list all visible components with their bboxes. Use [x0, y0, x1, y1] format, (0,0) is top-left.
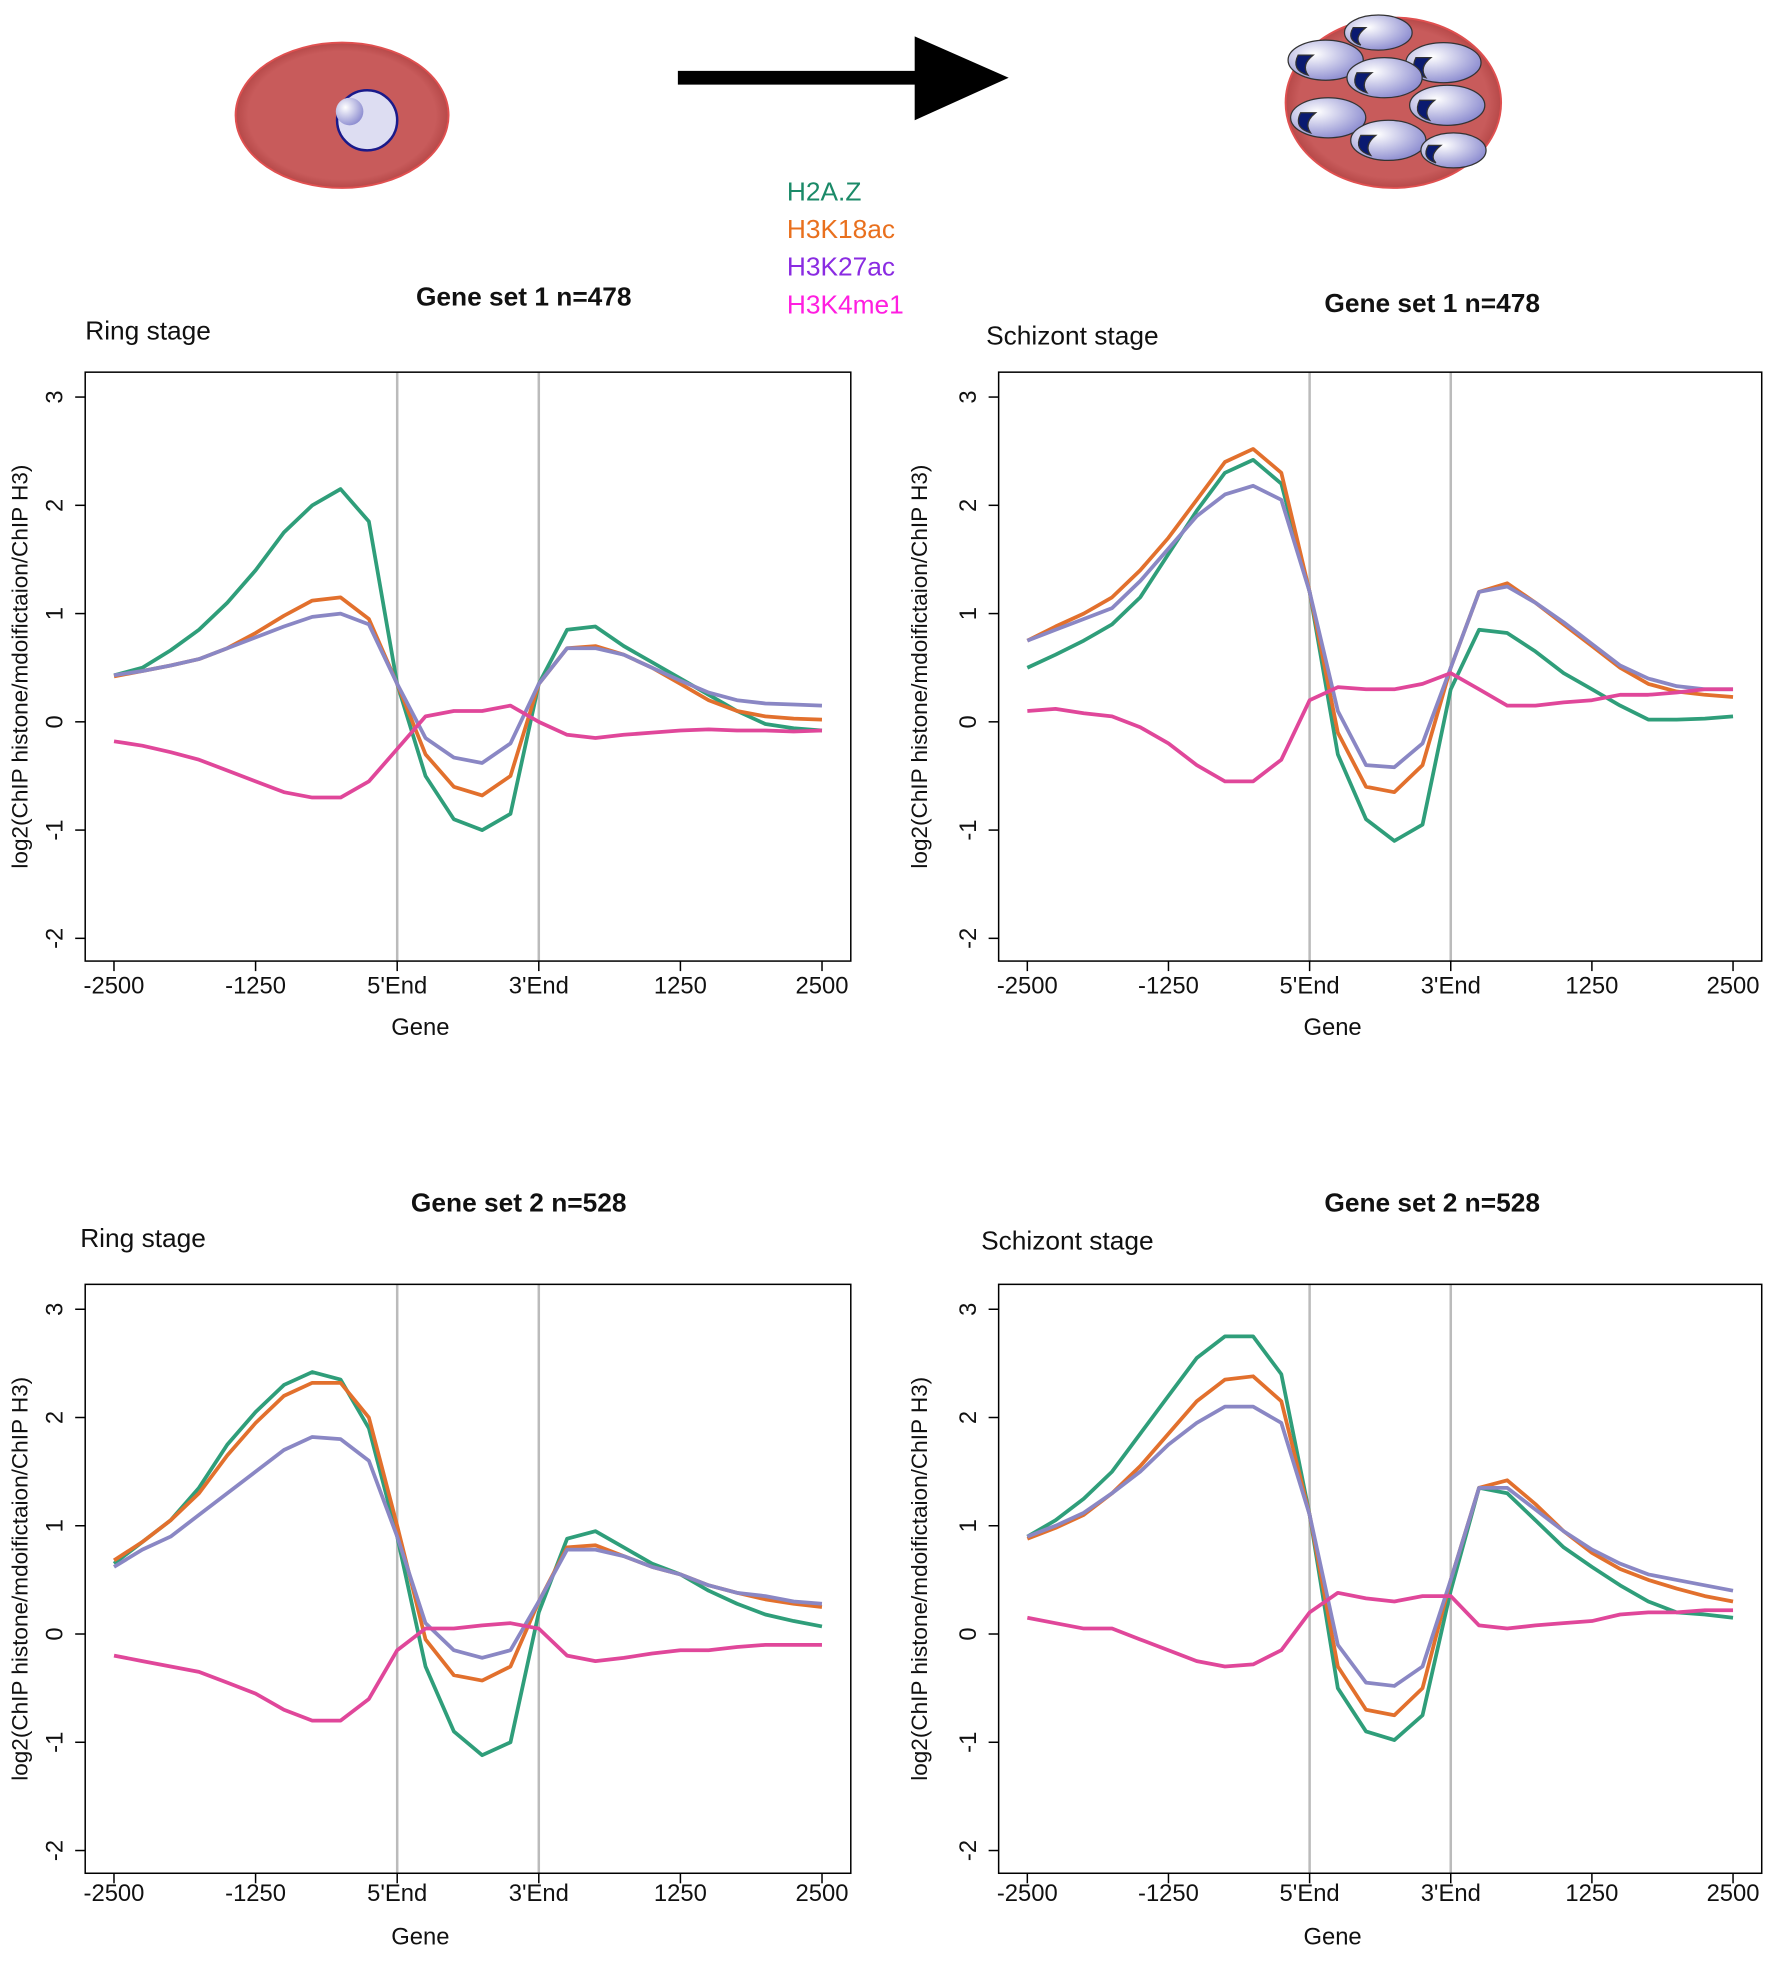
- x-tick-label: -1250: [1138, 973, 1199, 1000]
- series-line: H3K18ac: [1026, 447, 1734, 795]
- x-tick-label: 2500: [1707, 1880, 1760, 1907]
- merozoites: [1287, 14, 1487, 169]
- x-tick-label: -1250: [225, 973, 286, 1000]
- plot-frame: [84, 371, 852, 962]
- y-tick-label: 1: [955, 607, 982, 620]
- series-line: H2A.Z: [1026, 1334, 1734, 1742]
- x-tick-label: 5'End: [367, 973, 427, 1000]
- y-tick-label: 3: [42, 1303, 69, 1316]
- y-tick-label: -2: [42, 928, 69, 949]
- series-line: H3K4me1: [113, 1621, 822, 1723]
- chart-title: Gene set 2 n=528: [411, 1188, 627, 1218]
- legend-entry: H3K27ac: [787, 252, 895, 282]
- chart-title: Gene set 2 n=528: [1324, 1188, 1540, 1218]
- x-tick-label: 5'End: [367, 1880, 427, 1907]
- chart-panel: Gene set 2 n=528 Schizont stage log2(ChIP …: [907, 1188, 1763, 1951]
- x-tick-label: 3'End: [509, 973, 569, 1000]
- x-axis-label: Gene: [1303, 1014, 1361, 1041]
- y-tick-label: 1: [955, 1519, 982, 1532]
- x-axis-label: Gene: [391, 1014, 449, 1041]
- x-tick-label: 5'End: [1280, 1880, 1340, 1907]
- series-line: H3K27ac: [1026, 1404, 1734, 1688]
- y-tick-label: -2: [42, 1840, 69, 1861]
- x-axis-label: Gene: [1303, 1924, 1361, 1951]
- nucleus-dot: [335, 97, 364, 126]
- x-axis-label: Gene: [391, 1924, 449, 1951]
- legend-entry: H3K4me1: [787, 289, 904, 319]
- y-tick-label: -1: [42, 1732, 69, 1753]
- plot-frame: [997, 371, 1763, 962]
- legend-entry: H3K18ac: [787, 214, 895, 244]
- chart-title: Gene set 1 n=478: [1324, 288, 1540, 318]
- y-tick-label: 1: [42, 1519, 69, 1532]
- chart-title: Gene set 1 n=478: [416, 282, 632, 312]
- x-tick-label: -2500: [84, 1880, 145, 1907]
- x-tick-label: 1250: [654, 1880, 707, 1907]
- y-axis-label: log2(ChIP histone/mdoifictaion/ChIP H3): [907, 1377, 932, 1781]
- y-axis-label: log2(ChIP histone/mdoifictaion/ChIP H3): [8, 465, 33, 869]
- y-tick-label: 3: [955, 1303, 982, 1316]
- x-tick-label: 2500: [796, 1880, 849, 1907]
- chart-panel: Gene set 1 n=478 Ring stage log2(ChIP hist…: [8, 282, 852, 1041]
- series-line: H3K27ac: [113, 1435, 823, 1660]
- y-tick-label: 0: [42, 715, 69, 728]
- series-line: H3K27ac: [113, 611, 823, 765]
- y-tick-label: 2: [42, 1411, 69, 1424]
- x-tick-label: 3'End: [1421, 973, 1481, 1000]
- y-tick-label: 2: [955, 499, 982, 512]
- series-line: H3K18ac: [112, 1380, 823, 1683]
- plot-frame: [84, 1283, 852, 1875]
- y-tick-label: 3: [42, 390, 69, 403]
- series-line: H3K18ac: [1026, 1374, 1734, 1718]
- y-tick-label: 0: [955, 1627, 982, 1640]
- legend-entry: H2A.Z: [787, 176, 862, 206]
- series-line: H3K27ac: [1026, 483, 1734, 770]
- y-tick-label: 2: [955, 1411, 982, 1424]
- x-tick-label: 2500: [796, 973, 849, 1000]
- illustration: [234, 14, 1503, 189]
- series-line: H3K4me1: [113, 703, 823, 800]
- chart-subtitle: Ring stage: [80, 1223, 206, 1253]
- y-tick-label: 0: [42, 1627, 69, 1640]
- y-tick-label: 0: [955, 715, 982, 728]
- plot-frame: [997, 1283, 1763, 1875]
- chart-subtitle: Schizont stage: [986, 321, 1159, 351]
- x-tick-label: -1250: [1138, 1880, 1199, 1907]
- x-tick-label: 1250: [654, 973, 707, 1000]
- x-tick-label: 1250: [1565, 973, 1618, 1000]
- y-tick-label: 2: [42, 499, 69, 512]
- series-line: H3K4me1: [1026, 1590, 1734, 1669]
- series-line: H2A.Z: [1026, 457, 1734, 843]
- series-line: H2A.Z: [113, 487, 823, 833]
- y-axis-label: log2(ChIP histone/mdoifictaion/ChIP H3): [907, 465, 932, 869]
- series-line: H3K4me1: [1027, 671, 1734, 784]
- series-line: H2A.Z: [112, 1370, 823, 1758]
- x-tick-label: 5'End: [1280, 973, 1340, 1000]
- x-tick-label: 1250: [1565, 1880, 1618, 1907]
- x-tick-label: -2500: [997, 973, 1058, 1000]
- chart-panel: Gene set 1 n=478 Schizont stage log2(ChIP …: [907, 288, 1763, 1041]
- chart-subtitle: Schizont stage: [981, 1225, 1154, 1255]
- x-tick-label: 2500: [1707, 973, 1760, 1000]
- y-tick-label: -1: [42, 819, 69, 840]
- x-tick-label: -1250: [225, 1880, 286, 1907]
- arrow-head: [914, 36, 1009, 121]
- chart-subtitle: Ring stage: [85, 316, 211, 346]
- y-tick-label: -2: [955, 1840, 982, 1861]
- y-tick-label: -1: [955, 819, 982, 840]
- y-tick-label: 1: [42, 607, 69, 620]
- x-tick-label: 3'End: [1421, 1880, 1481, 1907]
- y-tick-label: 3: [955, 390, 982, 403]
- y-tick-label: -2: [955, 928, 982, 949]
- x-tick-label: -2500: [997, 1880, 1058, 1907]
- chart-panel: Gene set 2 n=528 Ring stage log2(ChIP hist…: [8, 1188, 852, 1951]
- y-tick-label: -1: [955, 1732, 982, 1753]
- x-tick-label: 3'End: [509, 1880, 569, 1907]
- x-tick-label: -2500: [84, 973, 145, 1000]
- y-axis-label: log2(ChIP histone/mdoifictaion/ChIP H3): [8, 1377, 33, 1781]
